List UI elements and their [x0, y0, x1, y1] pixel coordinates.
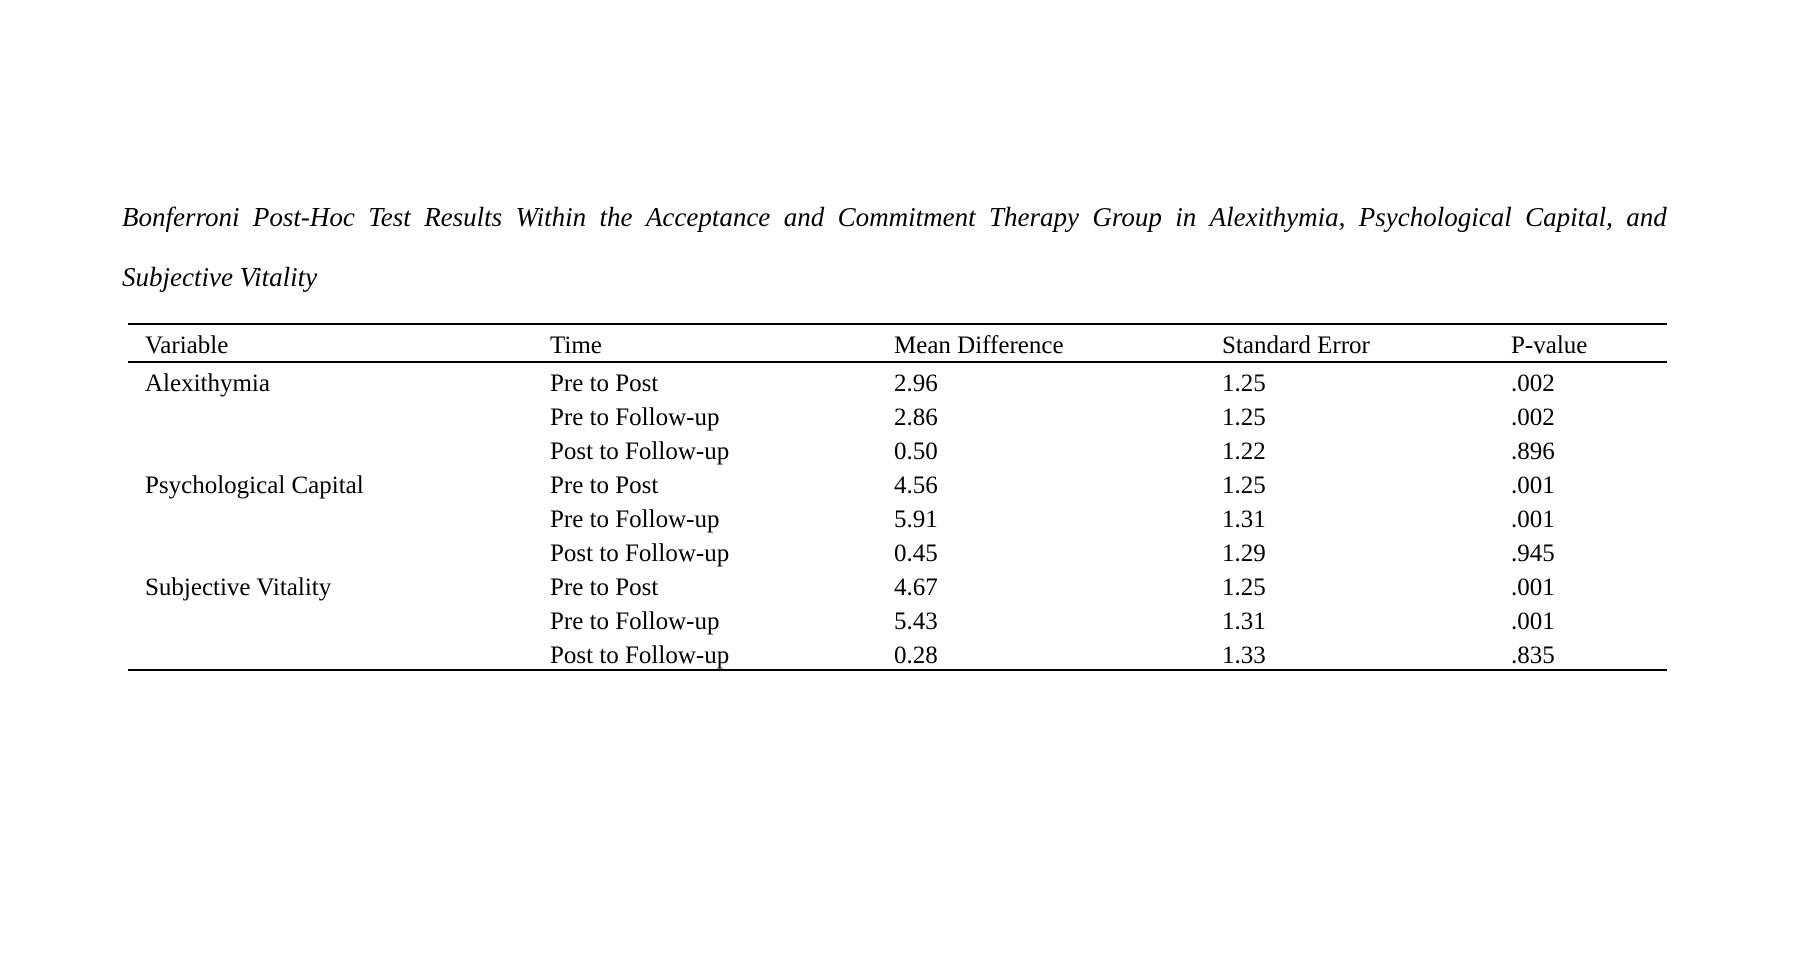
table-row: Post to Follow-up 0.28 1.33 .835: [128, 635, 1667, 669]
table-row: Post to Follow-up 0.50 1.22 .896: [128, 431, 1667, 465]
cell-time: Post to Follow-up: [550, 540, 730, 567]
cell-time: Pre to Follow-up: [550, 608, 720, 635]
cell-variable: Psychological Capital: [145, 472, 364, 499]
table-row: Pre to Follow-up 2.86 1.25 .002: [128, 397, 1667, 431]
cell-variable: [128, 503, 533, 537]
cell-p-value: .835: [1511, 642, 1555, 669]
title-word: Within: [515, 202, 587, 232]
results-table: Variable Time Mean Difference Standard E…: [128, 323, 1667, 671]
cell-time: Post to Follow-up: [550, 438, 730, 465]
cell-variable: [128, 435, 533, 469]
cell-p-value: .002: [1511, 404, 1555, 431]
cell-mean-difference: 0.45: [894, 540, 938, 567]
table-row: Alexithymia Pre to Post 2.96 1.25 .002: [128, 363, 1667, 397]
cell-variable: [128, 639, 533, 673]
cell-mean-difference: 2.86: [894, 404, 938, 431]
cell-time: Pre to Post: [550, 574, 659, 601]
cell-time: Pre to Post: [550, 472, 659, 499]
cell-standard-error: 1.25: [1222, 472, 1266, 499]
cell-mean-difference: 5.91: [894, 506, 938, 533]
title-word: Commitment: [837, 202, 976, 232]
cell-standard-error: 1.22: [1222, 438, 1266, 465]
cell-variable: [128, 537, 533, 571]
cell-mean-difference: 4.67: [894, 574, 938, 601]
cell-p-value: .001: [1511, 472, 1555, 499]
cell-standard-error: 1.33: [1222, 642, 1266, 669]
table-title-line-1: Bonferroni Post-Hoc Test Results Within the Ac…: [122, 187, 1667, 247]
cell-p-value: .001: [1511, 608, 1555, 635]
title-word: Test: [368, 202, 411, 232]
cell-variable: Subjective Vitality: [145, 574, 332, 601]
table-body: Alexithymia Pre to Post 2.96 1.25.002 Pre to…: [128, 363, 1667, 671]
cell-time: Pre to Follow-up: [550, 506, 720, 533]
table-row: Psychological Capital Pre to Post 4.56 1.25…: [128, 465, 1667, 499]
header-p-value: P-value: [1511, 332, 1588, 359]
cell-variable: [128, 401, 533, 435]
cell-p-value: .896: [1511, 438, 1555, 465]
title-word: Acceptance: [645, 202, 771, 232]
table-header-row: Variable Time Mean Difference Standard E…: [128, 325, 1667, 363]
header-mean-difference: Mean Difference: [894, 332, 1064, 359]
header-variable: Variable: [145, 332, 229, 359]
cell-variable: [128, 605, 533, 639]
cell-mean-difference: 5.43: [894, 608, 938, 635]
cell-p-value: .945: [1511, 540, 1555, 567]
cell-standard-error: 1.31: [1222, 506, 1266, 533]
table-row: Pre to Follow-up 5.91 1.31 .001: [128, 499, 1667, 533]
title-word: Bonferroni: [122, 202, 240, 232]
cell-standard-error: 1.29: [1222, 540, 1266, 567]
title-word: Alexithymia,: [1209, 202, 1346, 232]
cell-p-value: .002: [1511, 370, 1555, 397]
title-word: the: [599, 202, 633, 232]
title-word: in: [1175, 202, 1197, 232]
cell-mean-difference: 4.56: [894, 472, 938, 499]
title-word: Capital,: [1525, 202, 1613, 232]
cell-mean-difference: 0.28: [894, 642, 938, 669]
title-word: Therapy: [988, 202, 1079, 232]
title-word: and: [783, 202, 825, 232]
title-word: Post-Hoc: [252, 202, 355, 232]
cell-standard-error: 1.25: [1222, 404, 1266, 431]
title-word: Group: [1092, 202, 1162, 232]
header-time: Time: [550, 332, 602, 359]
cell-p-value: .001: [1511, 506, 1555, 533]
table-row: Subjective Vitality Pre to Post 4.67 1.25 .0…: [128, 567, 1667, 601]
cell-standard-error: 1.25: [1222, 574, 1266, 601]
cell-standard-error: 1.25: [1222, 370, 1266, 397]
cell-standard-error: 1.31: [1222, 608, 1266, 635]
table-title-line-2: Subjective Vitality: [122, 262, 318, 292]
header-standard-error: Standard Error: [1222, 332, 1370, 359]
table-row: Post to Follow-up 0.45 1.29 .945: [128, 533, 1667, 567]
title-word: and: [1626, 202, 1667, 232]
cell-time: Pre to Post: [550, 370, 659, 397]
cell-time: Pre to Follow-up: [550, 404, 720, 431]
cell-mean-difference: 0.50: [894, 438, 938, 465]
cell-p-value: .001: [1511, 574, 1555, 601]
title-word: Psychological: [1358, 202, 1512, 232]
cell-variable: Alexithymia: [145, 370, 270, 397]
cell-mean-difference: 2.96: [894, 370, 938, 397]
table-row: Pre to Follow-up 5.43 1.31 .001: [128, 601, 1667, 635]
cell-time: Post to Follow-up: [550, 642, 730, 669]
title-word: Results: [424, 202, 503, 232]
table-title: Bonferroni Post-Hoc Test Results Within the Ac…: [122, 187, 1667, 307]
